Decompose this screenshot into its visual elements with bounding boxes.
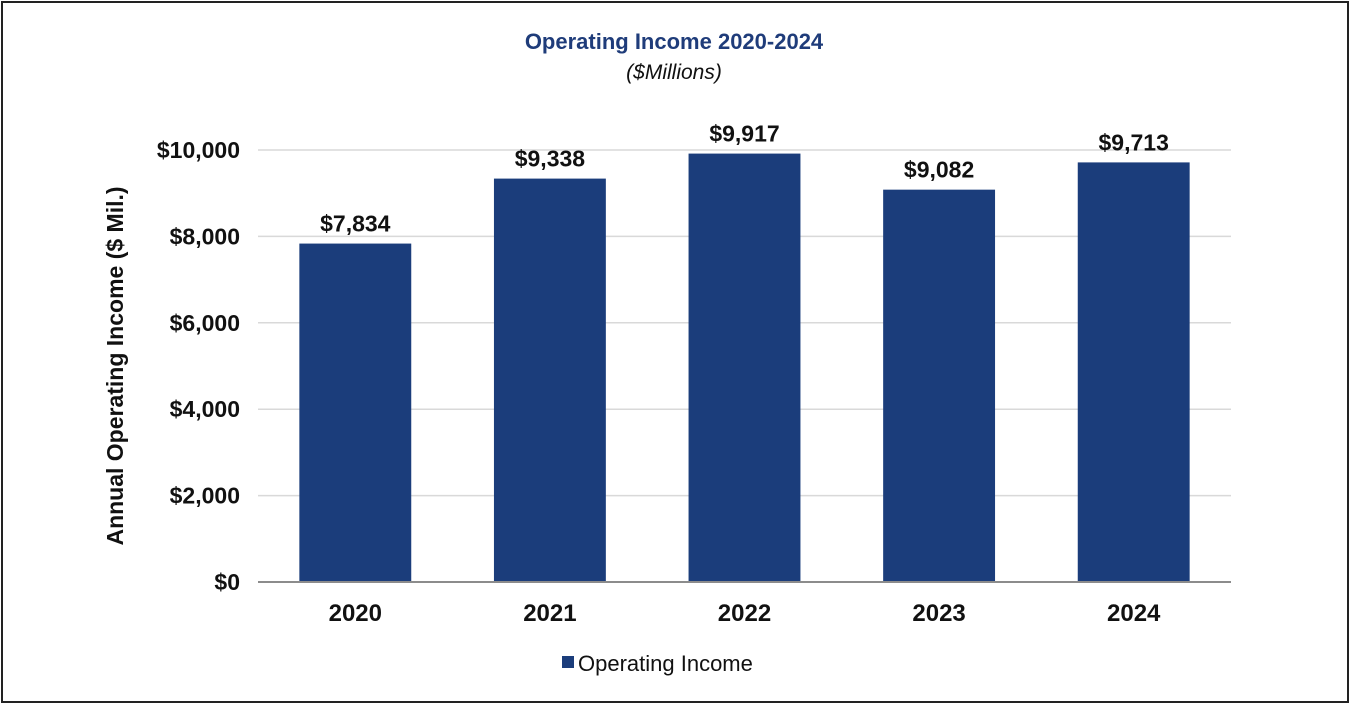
y-axis-label: Annual Operating Income ($ Mil.) — [102, 186, 128, 545]
bar-2023 — [883, 189, 996, 582]
x-tick-label-2023: 2023 — [912, 600, 965, 627]
y-tick-label: $0 — [214, 569, 240, 595]
bar-2022 — [688, 153, 801, 582]
x-tick-label-2024: 2024 — [1107, 600, 1161, 627]
y-tick-label: $2,000 — [170, 483, 240, 509]
bars — [299, 153, 1190, 583]
y-axis-ticks: $0 $2,000 $4,000 $6,000 $8,000 $10,000 — [157, 137, 240, 595]
x-axis-ticks: 2020 2021 2022 2023 2024 — [329, 600, 1161, 627]
data-labels: $7,834 $9,338 $9,917 $9,082 $9,713 — [320, 121, 1169, 237]
bar-2021 — [493, 178, 606, 583]
data-label-2024: $9,713 — [1099, 129, 1169, 155]
x-tick-label-2022: 2022 — [718, 600, 771, 627]
x-tick-label-2020: 2020 — [329, 600, 382, 627]
bar-2020 — [299, 243, 412, 582]
y-tick-label: $4,000 — [170, 396, 240, 422]
legend-label: Operating Income — [578, 651, 753, 676]
bar-2024 — [1077, 162, 1190, 582]
y-tick-label: $8,000 — [170, 223, 240, 249]
data-label-2023: $9,082 — [904, 157, 974, 183]
data-label-2020: $7,834 — [320, 211, 391, 237]
data-label-2022: $9,917 — [709, 121, 779, 147]
legend: Operating Income — [562, 651, 753, 676]
y-tick-label: $6,000 — [170, 310, 240, 336]
y-tick-label: $10,000 — [157, 137, 240, 163]
data-label-2021: $9,338 — [515, 146, 586, 172]
chart-title: Operating Income 2020-2024 — [525, 29, 824, 54]
legend-swatch — [562, 656, 574, 668]
x-tick-label-2021: 2021 — [523, 600, 576, 627]
chart-subtitle: ($Millions) — [626, 61, 722, 84]
